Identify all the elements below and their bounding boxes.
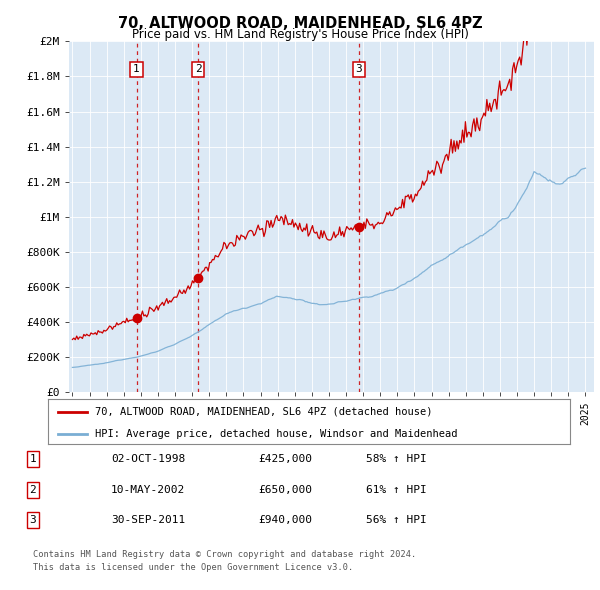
Text: 02-OCT-1998: 02-OCT-1998 <box>111 454 185 464</box>
Text: 61% ↑ HPI: 61% ↑ HPI <box>366 485 427 494</box>
Text: 3: 3 <box>355 64 362 74</box>
Text: 58% ↑ HPI: 58% ↑ HPI <box>366 454 427 464</box>
Text: 10-MAY-2002: 10-MAY-2002 <box>111 485 185 494</box>
Text: HPI: Average price, detached house, Windsor and Maidenhead: HPI: Average price, detached house, Wind… <box>95 429 457 439</box>
Text: 70, ALTWOOD ROAD, MAIDENHEAD, SL6 4PZ: 70, ALTWOOD ROAD, MAIDENHEAD, SL6 4PZ <box>118 16 482 31</box>
Text: 2: 2 <box>195 64 202 74</box>
Text: 30-SEP-2011: 30-SEP-2011 <box>111 516 185 525</box>
Text: 70, ALTWOOD ROAD, MAIDENHEAD, SL6 4PZ (detached house): 70, ALTWOOD ROAD, MAIDENHEAD, SL6 4PZ (d… <box>95 407 433 417</box>
Text: Price paid vs. HM Land Registry's House Price Index (HPI): Price paid vs. HM Land Registry's House … <box>131 28 469 41</box>
Text: £940,000: £940,000 <box>258 516 312 525</box>
Text: Contains HM Land Registry data © Crown copyright and database right 2024.: Contains HM Land Registry data © Crown c… <box>33 550 416 559</box>
Text: 56% ↑ HPI: 56% ↑ HPI <box>366 516 427 525</box>
Text: £650,000: £650,000 <box>258 485 312 494</box>
Text: 1: 1 <box>29 454 37 464</box>
Text: 2: 2 <box>29 485 37 494</box>
Text: 1: 1 <box>133 64 140 74</box>
Text: 3: 3 <box>29 516 37 525</box>
Text: £425,000: £425,000 <box>258 454 312 464</box>
Text: This data is licensed under the Open Government Licence v3.0.: This data is licensed under the Open Gov… <box>33 563 353 572</box>
